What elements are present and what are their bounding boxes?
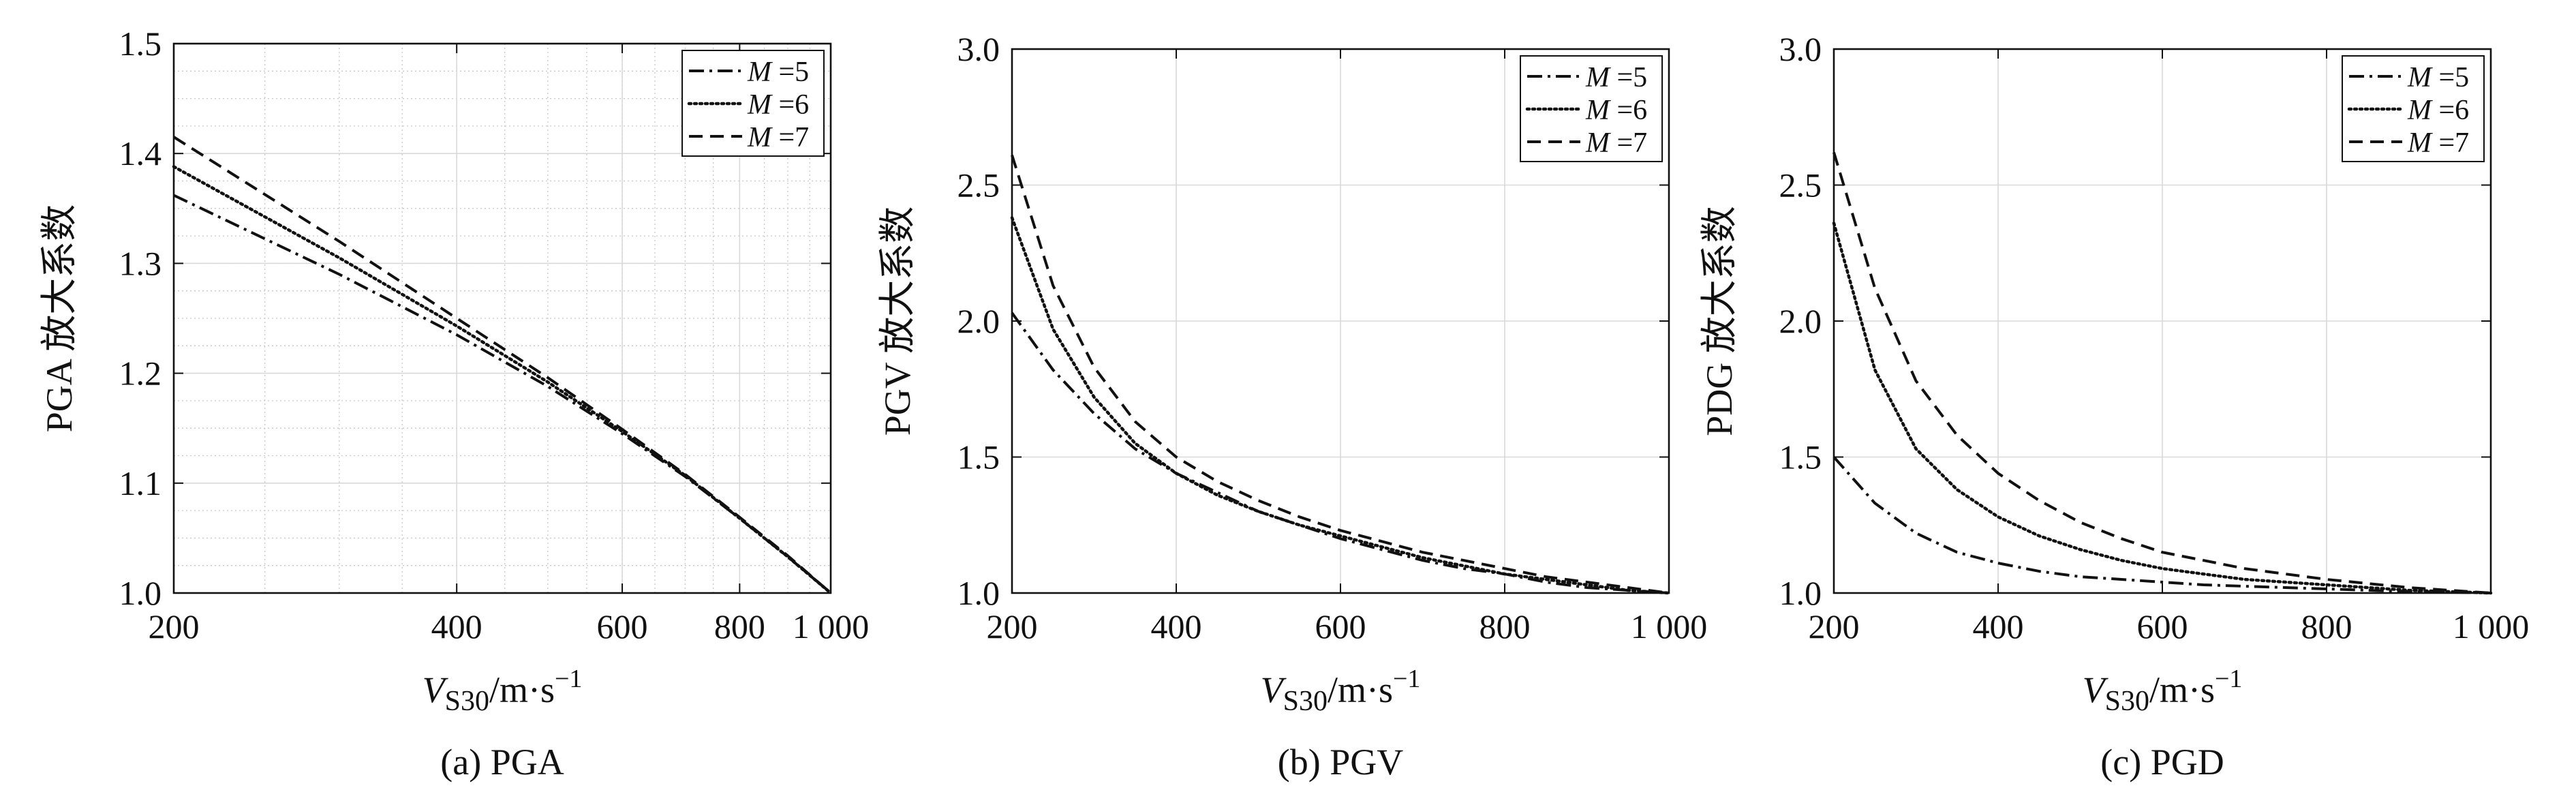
legend-variable: M [2407,127,2439,159]
legend-variable: M [1585,95,1617,126]
legend-entry: M =7 [747,122,809,153]
series-line-m6 [1832,222,2493,595]
x-axis-unit: /m·s [2149,669,2215,710]
chart-panel-3: 200 400 600 800 1 000 1.0 1.5 2.0 2.5 3.0 PDG 放大系数… [1699,30,2529,783]
x-tick-label: 600 [597,607,648,645]
series-line-m7 [1011,154,1670,594]
series-line-m5 [1833,456,2491,594]
x-axis-label: VS30/m·s−1 [2083,665,2243,717]
x-tick-label: 200 [1809,607,1860,645]
y-axis-label: PGA 放大系数 [39,204,80,433]
x-axis-exponent: −1 [2215,665,2242,693]
legend-variable: M [1585,127,1617,159]
x-axis-unit: /m·s [1328,669,1393,710]
legend-value: =5 [1617,62,1648,93]
x-tick-label: 400 [1973,607,2024,645]
legend-entry: M =5 [747,57,809,88]
legend-entry: M =5 [1585,62,1647,93]
legend-entry: M =6 [747,89,809,121]
x-axis-unit: /m·s [489,669,555,710]
legend-entry: M =6 [1585,95,1647,126]
legend: M =5M =6M =7 [681,50,825,157]
series-line-m6 [172,165,833,595]
legend: M =5M =6M =7 [2342,55,2485,162]
x-axis-label: VS30/m·s−1 [423,665,583,717]
legend-entry: M =7 [2407,127,2469,159]
series-line-m7 [172,136,832,594]
legend-value: =7 [779,122,810,153]
x-tick-label: 1 000 [1631,607,1708,645]
x-axis-symbol: V [2083,669,2109,710]
y-tick-label: 1.5 [1779,438,1822,476]
legend-value: =6 [2439,95,2470,126]
legend-variable: M [747,89,779,121]
x-axis-exponent: −1 [555,665,582,693]
legend-entry: M =7 [1585,127,1647,159]
y-tick-label: 1.5 [119,25,162,63]
y-axis-label: PGV 放大系数 [877,207,918,436]
y-tick-label: 2.5 [1779,166,1822,204]
y-tick-label: 1.0 [957,574,1000,612]
legend-variable: M [2407,95,2439,126]
series-line-m5 [1011,312,1670,594]
y-tick-label: 1.2 [119,354,162,393]
y-tick-label: 2.0 [1779,302,1822,340]
x-tick-label: 600 [1315,607,1366,645]
x-tick-label: 800 [714,607,765,645]
plot-frame [172,42,832,594]
series-line-m7 [1833,152,2491,594]
y-tick-label: 3.0 [1779,30,1822,68]
x-axis-symbol: V [1261,669,1287,710]
x-axis-subscript: S30 [445,686,489,717]
y-tick-label: 2.0 [957,302,1000,340]
x-tick-label: 200 [987,607,1038,645]
x-axis-exponent: −1 [1393,665,1420,693]
x-axis-subscript: S30 [1283,686,1328,717]
legend-value: =5 [2439,62,2470,93]
legend-variable: M [1585,62,1617,93]
series-line-m6 [1010,216,1671,595]
y-tick-label: 1.4 [119,134,162,172]
x-tick-label: 600 [2137,607,2188,645]
legend-value: =6 [779,89,810,121]
plot-frame [1011,48,1670,594]
legend: M =5M =6M =7 [1520,55,1663,162]
chart-panel-2: 200 400 600 800 1 000 1.0 1.5 2.0 2.5 3.0 PGV 放大系数… [877,30,1707,783]
legend-value: =6 [1617,95,1648,126]
y-tick-label: 1.5 [957,438,1000,476]
x-tick-label: 1 000 [2453,607,2530,645]
legend-variable: M [2407,62,2439,93]
x-axis-subscript: S30 [2105,686,2149,717]
panel-caption: (a) PGA [440,742,564,783]
y-tick-label: 3.0 [957,30,1000,68]
y-tick-label: 1.0 [1779,574,1822,612]
x-axis-label: VS30/m·s−1 [1261,665,1421,717]
x-tick-label: 1 000 [793,607,870,645]
legend-value: =5 [779,57,810,88]
x-tick-label: 800 [1479,607,1531,645]
x-tick-label: 800 [2301,607,2352,645]
legend-variable: M [747,57,779,88]
y-tick-label: 1.1 [119,464,162,502]
x-axis-symbol: V [423,669,449,710]
panel-caption: (b) PGV [1278,742,1404,783]
x-tick-label: 200 [149,607,200,645]
y-axis-label: PDG 放大系数 [1699,206,1740,436]
y-tick-label: 1.3 [119,244,162,282]
legend-entry: M =5 [2407,62,2469,93]
panel-caption: (c) PGD [2100,742,2224,783]
series-line-m5 [173,194,832,594]
plot-frame [1833,48,2492,594]
legend-variable: M [747,122,779,153]
y-tick-label: 1.0 [119,574,162,612]
legend-entry: M =6 [2407,95,2469,126]
legend-value: =7 [1617,127,1648,159]
legend-value: =7 [2439,127,2470,159]
x-tick-label: 400 [1151,607,1202,645]
y-tick-label: 2.5 [957,166,1000,204]
x-tick-label: 400 [431,607,482,645]
chart-panel-1: 200 400 600 800 1 000 1.0 1.1 1.2 1.3 1.4 1.5 PGA 放… [39,25,869,783]
